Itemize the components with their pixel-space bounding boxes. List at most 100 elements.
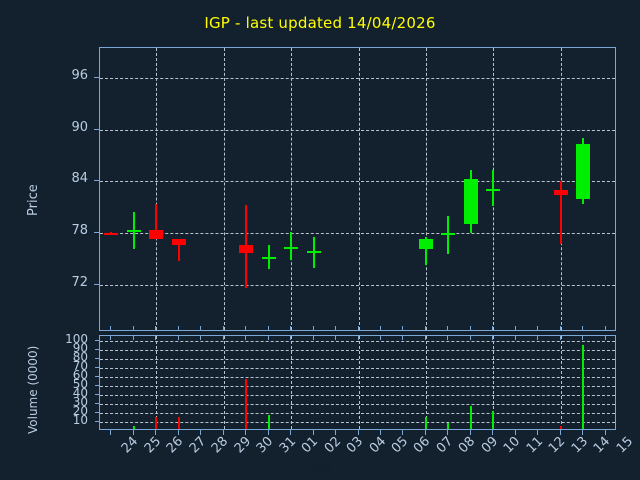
volume-tick-label: 40 [72, 385, 88, 400]
price-x-tick [470, 326, 471, 331]
price-x-tick [110, 326, 111, 331]
volume-x-tick-top [335, 335, 336, 340]
candle-body [261, 257, 276, 260]
x-axis-tick [268, 430, 269, 435]
candle-wick [177, 239, 180, 262]
volume-bar [267, 414, 270, 429]
volume-gridline-vertical [359, 336, 360, 429]
x-axis-tick [245, 430, 246, 435]
volume-axis-tick [95, 376, 99, 377]
x-axis-tick [605, 430, 606, 435]
volume-x-tick-top [515, 335, 516, 340]
price-gridline-vertical [291, 48, 292, 330]
x-tick-label: 24 [119, 434, 142, 457]
x-axis-tick [313, 430, 314, 435]
price-x-tick [290, 326, 291, 331]
volume-tick-label: 20 [72, 403, 88, 418]
candle-body [239, 245, 254, 253]
volume-x-tick-top [492, 335, 493, 340]
volume-gridline-horizontal [100, 368, 615, 369]
price-tick-label: 90 [71, 119, 88, 135]
volume-axis-label: Volume (0000) [26, 345, 40, 434]
x-tick-label: 13 [568, 434, 591, 457]
x-tick-label: 01 [298, 434, 322, 457]
price-x-tick [335, 326, 336, 331]
volume-tick-label: 80 [72, 349, 88, 364]
volume-gridline-horizontal [100, 341, 615, 342]
price-gridline-horizontal [100, 130, 615, 131]
price-axis-tick [94, 180, 99, 181]
volume-gridline-horizontal [100, 350, 615, 351]
candle-body [418, 239, 433, 249]
volume-bar [132, 425, 135, 429]
price-x-tick [358, 326, 359, 331]
price-x-tick [560, 326, 561, 331]
volume-axis-tick [95, 421, 99, 422]
price-x-tick [425, 326, 426, 331]
price-gridline-vertical [426, 48, 427, 330]
volume-bar [245, 379, 248, 429]
volume-tick-label: 70 [72, 358, 88, 373]
volume-axis-tick [95, 367, 99, 368]
volume-x-tick-top [560, 335, 561, 340]
price-tick-label: 96 [71, 68, 88, 84]
candle-body [126, 230, 141, 233]
volume-x-tick-top [110, 335, 111, 340]
x-axis-tick [290, 430, 291, 435]
price-gridline-horizontal [100, 78, 615, 79]
x-axis-tick [492, 430, 493, 435]
price-axis-tick [94, 77, 99, 78]
volume-bar [155, 416, 158, 429]
volume-bar [559, 426, 562, 429]
volume-gridline-horizontal [100, 395, 615, 396]
volume-gridline-vertical [224, 336, 225, 429]
price-x-tick [178, 326, 179, 331]
volume-x-tick-top [425, 335, 426, 340]
volume-x-tick-top [245, 335, 246, 340]
price-tick-label: 84 [71, 171, 88, 187]
price-x-tick [313, 326, 314, 331]
volume-x-tick-top [200, 335, 201, 340]
price-x-tick [155, 326, 156, 331]
x-tick-label: 29 [231, 434, 254, 457]
price-axis-label: Price [26, 184, 41, 216]
volume-tick-label: 90 [72, 340, 88, 355]
volume-gridline-horizontal [100, 404, 615, 405]
x-tick-label: 14 [591, 434, 614, 457]
x-axis-tick [515, 430, 516, 435]
volume-x-tick-top [268, 335, 269, 340]
x-axis-tick [402, 430, 403, 435]
x-axis-tick [582, 430, 583, 435]
volume-x-tick-top [133, 335, 134, 340]
volume-bar [447, 422, 450, 429]
x-axis-tick [380, 430, 381, 435]
x-tick-label: 02 [321, 434, 344, 457]
price-gridline-vertical [224, 48, 225, 330]
x-tick-label: 28 [208, 434, 232, 457]
volume-bar [177, 417, 180, 429]
x-tick-label: 25 [141, 434, 164, 457]
x-tick-label: 26 [164, 434, 187, 457]
candle-body [486, 189, 501, 192]
x-axis-tick [178, 430, 179, 435]
volume-gridline-vertical [426, 336, 427, 429]
volume-x-tick-top [605, 335, 606, 340]
price-x-tick [402, 326, 403, 331]
volume-x-tick-top [313, 335, 314, 340]
price-gridline-horizontal [100, 233, 615, 234]
price-x-tick [492, 326, 493, 331]
volume-axis-tick [95, 358, 99, 359]
volume-x-tick-top [358, 335, 359, 340]
price-x-tick [537, 326, 538, 331]
price-gridline-horizontal [100, 181, 615, 182]
x-tick-label: 09 [478, 434, 502, 457]
volume-gridline-vertical [561, 336, 562, 429]
x-axis-tick [335, 430, 336, 435]
volume-tick-label: 50 [72, 376, 88, 391]
price-gridline-vertical [359, 48, 360, 330]
price-gridline-vertical [156, 48, 157, 330]
price-x-tick [515, 326, 516, 331]
price-x-tick [268, 326, 269, 331]
price-x-tick [200, 326, 201, 331]
volume-x-tick-top [537, 335, 538, 340]
